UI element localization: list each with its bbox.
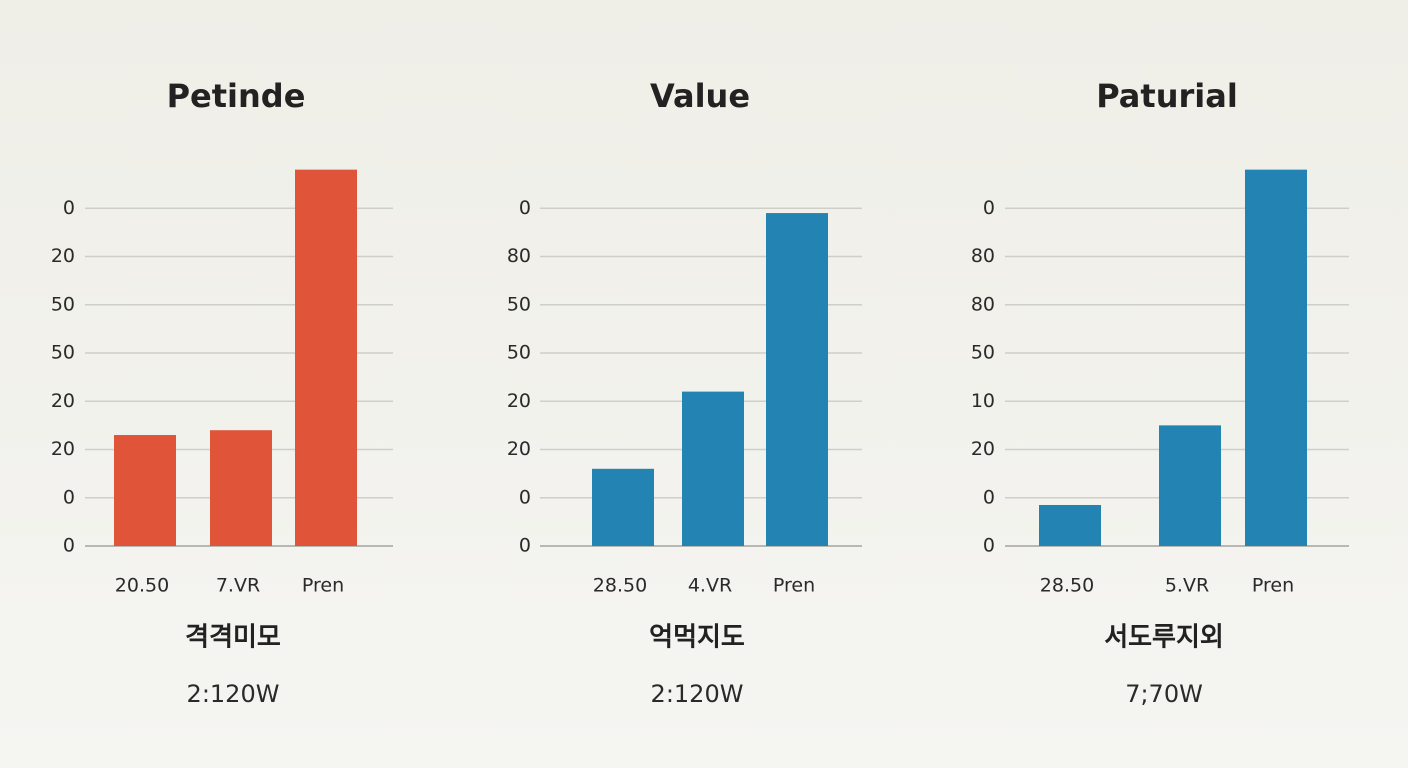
x-tick-label: 28.50 — [593, 575, 647, 597]
y-tick-label: 0 — [63, 535, 75, 557]
chart-subtitle: 격격미모 — [185, 623, 281, 653]
bar — [295, 169, 357, 546]
y-tick-label: 0 — [519, 486, 531, 508]
chart-subtitle: 억먹지도 — [649, 623, 745, 653]
y-tick-label: 50 — [51, 342, 75, 364]
y-tick-label: 80 — [971, 245, 995, 267]
y-tick-label: 20 — [51, 438, 75, 460]
y-tick-label: 0 — [63, 197, 75, 219]
bar — [210, 430, 272, 546]
y-tick-label: 20 — [507, 390, 531, 412]
x-tick-label: 28.50 — [1040, 575, 1094, 597]
y-tick-label: 80 — [971, 293, 995, 315]
y-tick-label: 10 — [971, 390, 995, 412]
y-tick-label: 20 — [51, 390, 75, 412]
chart-title: Value — [650, 77, 750, 115]
y-tick-label: 50 — [971, 342, 995, 364]
y-tick-label: 20 — [971, 438, 995, 460]
bar — [592, 468, 654, 546]
bar — [682, 391, 744, 546]
y-tick-label: 50 — [507, 293, 531, 315]
y-tick-label: 50 — [51, 293, 75, 315]
chart-caption: 2:120W — [187, 680, 280, 708]
chart-title: Paturial — [1096, 77, 1238, 115]
x-tick-label: Pren — [302, 575, 344, 597]
x-tick-label: 4.VR — [688, 575, 732, 597]
y-tick-label: 0 — [519, 197, 531, 219]
chart-caption: 2:120W — [651, 680, 744, 708]
bar — [114, 435, 176, 546]
chart-title: Petinde — [167, 77, 306, 115]
y-tick-label: 20 — [507, 438, 531, 460]
chart-subtitle: 서도루지외 — [1104, 623, 1224, 653]
y-tick-label: 0 — [983, 486, 995, 508]
x-tick-label: 5.VR — [1165, 575, 1209, 597]
bar — [766, 213, 828, 546]
bar — [1159, 425, 1221, 546]
bar — [1039, 504, 1101, 546]
chart-caption: 7;70W — [1125, 680, 1203, 708]
bar — [1245, 169, 1307, 546]
y-tick-label: 80 — [507, 245, 531, 267]
y-tick-label: 0 — [983, 535, 995, 557]
y-tick-label: 0 — [983, 197, 995, 219]
x-tick-label: 7.VR — [216, 575, 260, 597]
y-tick-label: 0 — [63, 486, 75, 508]
x-tick-label: Pren — [1252, 575, 1294, 597]
y-tick-label: 20 — [51, 245, 75, 267]
x-tick-label: 20.50 — [115, 575, 169, 597]
y-tick-label: 0 — [519, 535, 531, 557]
x-tick-label: Pren — [773, 575, 815, 597]
y-tick-label: 50 — [507, 342, 531, 364]
